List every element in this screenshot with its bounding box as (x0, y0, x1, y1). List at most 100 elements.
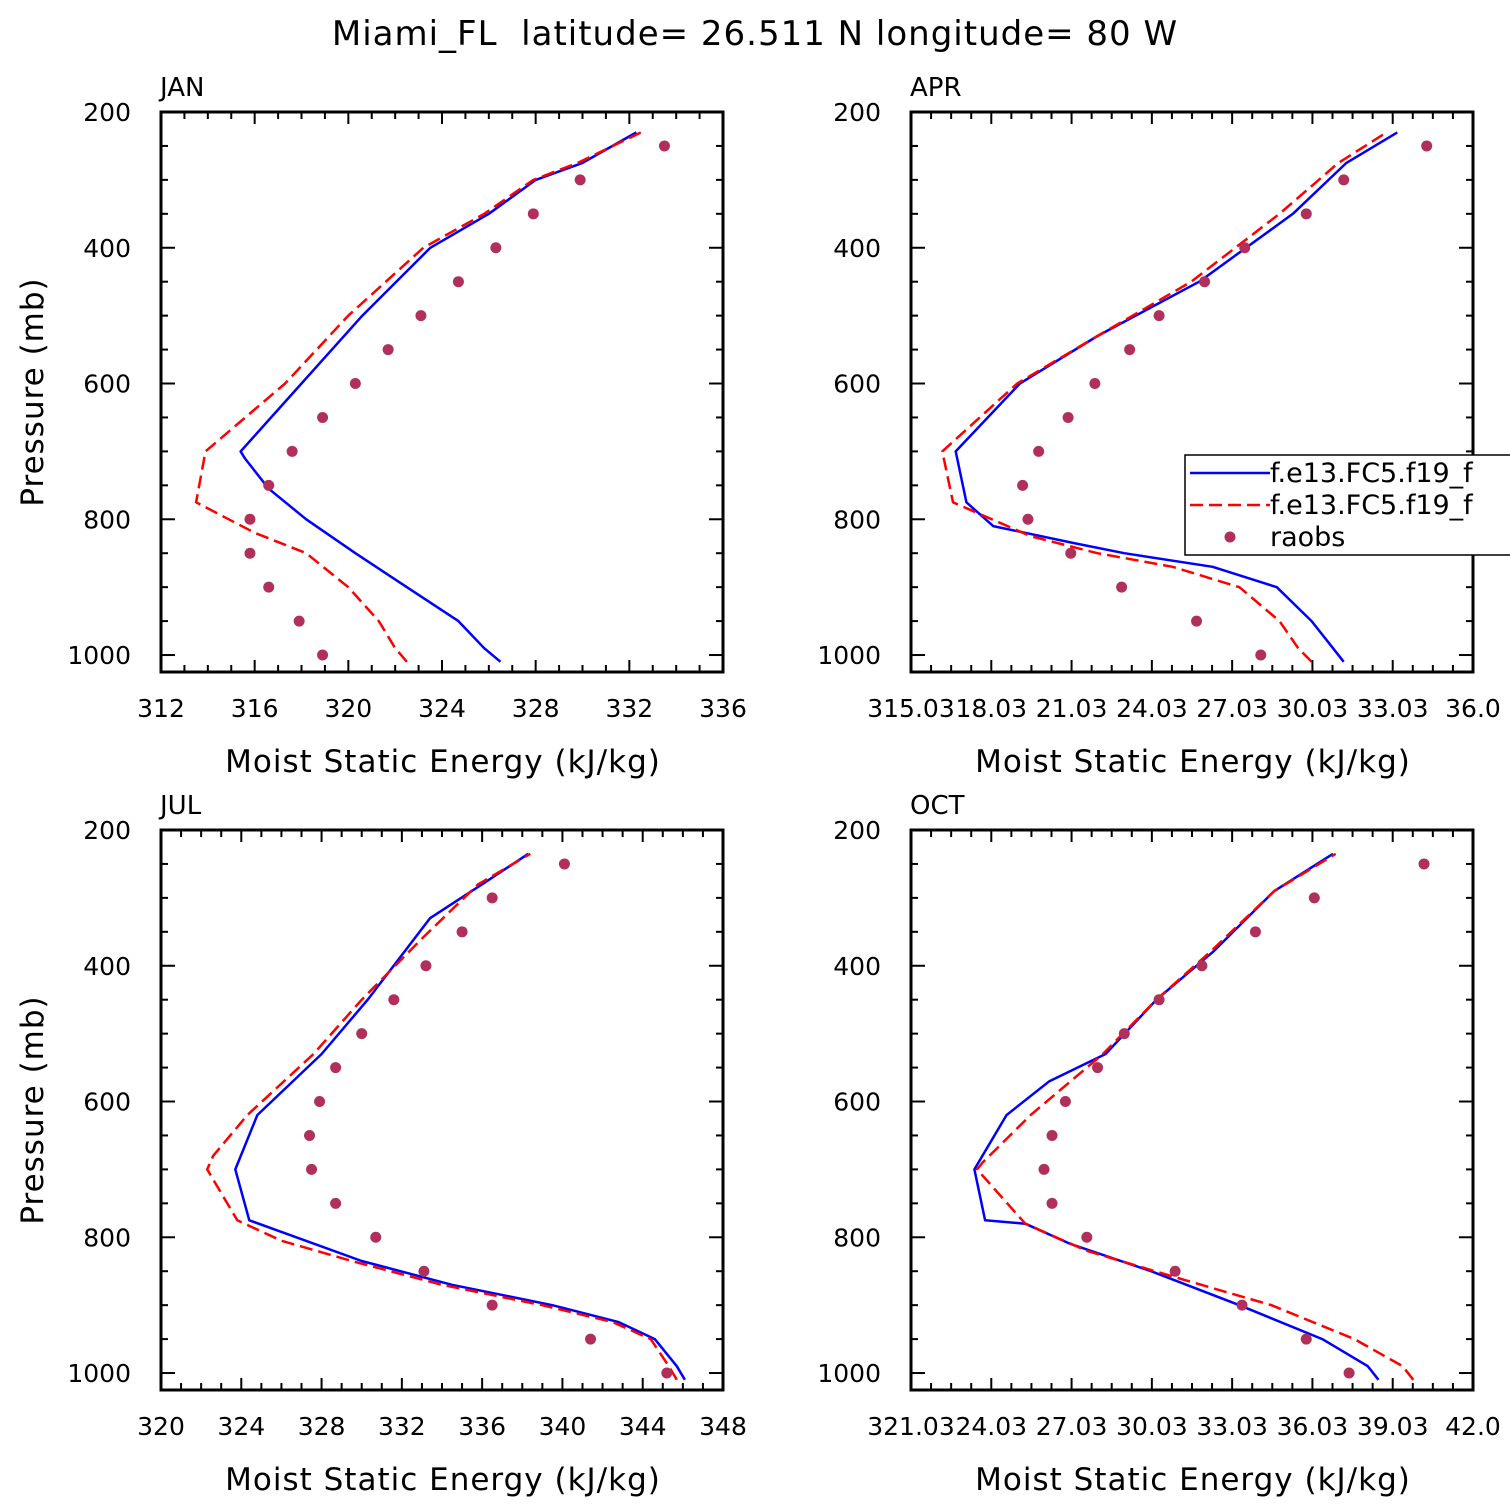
x-tick-label: 340 (539, 1412, 587, 1441)
raobs-point (1308, 892, 1320, 904)
raobs-point (1199, 276, 1211, 288)
raobs-point (1191, 615, 1203, 627)
raobs-point (658, 140, 670, 152)
y-tick-label: 200 (83, 98, 131, 127)
x-tick-label: 36.03 (1277, 1412, 1349, 1441)
x-tick-label: 24.03 (1116, 694, 1188, 723)
raobs-point (1017, 479, 1029, 491)
raobs-point (1255, 649, 1267, 661)
raobs-point (490, 242, 502, 254)
x-tick-label: 328 (298, 1412, 346, 1441)
x-tick-label: 324 (217, 1412, 265, 1441)
raobs-point (1081, 1231, 1093, 1243)
raobs-point (304, 1129, 316, 1141)
x-tick-label: 328 (512, 694, 560, 723)
raobs-point (330, 1062, 342, 1074)
x-tick-label: 33.03 (1357, 694, 1429, 723)
raobs-point (1065, 547, 1077, 559)
series-line-dashed (975, 852, 1415, 1381)
raobs-point (263, 581, 275, 593)
raobs-point (263, 479, 275, 491)
raobs-point (1124, 344, 1136, 356)
raobs-point (1046, 1197, 1058, 1209)
x-tick-label: 315.03 (867, 694, 954, 723)
raobs-point (244, 513, 256, 525)
raobs-point (486, 1299, 498, 1311)
y-tick-label: 1000 (67, 641, 131, 670)
series-line-dashed (941, 131, 1388, 663)
series-line-solid (234, 852, 686, 1381)
raobs-point (382, 344, 394, 356)
x-tick-label: 33.03 (1196, 1412, 1268, 1441)
raobs-point (1421, 140, 1433, 152)
raobs-point (452, 276, 464, 288)
x-tick-label: 320 (137, 1412, 185, 1441)
x-tick-label: 336 (458, 1412, 506, 1441)
raobs-point (293, 615, 305, 627)
y-tick-label: 800 (833, 1223, 881, 1252)
y-tick-label: 1000 (817, 641, 881, 670)
y-tick-label: 600 (83, 370, 131, 399)
x-tick-label: 36.0 (1445, 694, 1501, 723)
legend-entry-label: raobs (1270, 522, 1345, 553)
raobs-point (1343, 1367, 1355, 1379)
x-axis-label: Moist Static Energy (kJ/kg) (225, 1462, 661, 1498)
x-tick-label: 30.03 (1277, 694, 1349, 723)
raobs-point (1092, 1062, 1104, 1074)
y-tick-label: 200 (83, 816, 131, 845)
x-tick-label: 324 (418, 694, 466, 723)
raobs-point (317, 649, 329, 661)
raobs-point (286, 445, 298, 457)
x-tick-label: 30.03 (1116, 1412, 1188, 1441)
raobs-point (1059, 1096, 1071, 1108)
series-line-solid (239, 131, 638, 663)
series-line-dashed (194, 131, 642, 663)
x-tick-label: 312 (137, 694, 185, 723)
raobs-point (420, 960, 432, 972)
raobs-point (527, 208, 539, 220)
raobs-point (1196, 960, 1208, 972)
raobs-point (1153, 994, 1165, 1006)
series-line-solid (973, 852, 1380, 1381)
y-tick-label: 1000 (817, 1359, 881, 1388)
y-tick-label: 600 (833, 370, 881, 399)
raobs-point (314, 1096, 326, 1108)
x-tick-label: 27.03 (1036, 1412, 1108, 1441)
raobs-point (1153, 310, 1165, 322)
x-tick-label: 42.0 (1445, 1412, 1501, 1441)
y-tick-label: 600 (833, 1088, 881, 1117)
y-tick-label: 800 (83, 1223, 131, 1252)
raobs-point (1022, 513, 1034, 525)
y-tick-label: 400 (83, 952, 131, 981)
y-tick-label: 600 (83, 1088, 131, 1117)
y-axis-label: Pressure (mb) (15, 277, 51, 506)
raobs-point (330, 1197, 342, 1209)
raobs-point (388, 994, 400, 1006)
legend-entry-label: f.e13.FC5.f19_f (1270, 490, 1474, 521)
x-tick-label: 332 (605, 694, 653, 723)
raobs-point (1038, 1163, 1050, 1175)
x-tick-label: 336 (699, 694, 747, 723)
panel-title: JUL (158, 791, 202, 821)
x-tick-label: 321.03 (867, 1412, 954, 1441)
raobs-point (415, 310, 427, 322)
raobs-point (1300, 1333, 1312, 1345)
x-tick-label: 27.03 (1196, 694, 1268, 723)
panel-title: JAN (158, 73, 204, 103)
series-line-dashed (205, 852, 678, 1381)
x-tick-label: 18.03 (955, 694, 1027, 723)
panel-jan: JAN 312 316 320 324 328 332 336 200 400 600 800 1000… (15, 73, 747, 780)
x-tick-label: 24.03 (955, 1412, 1027, 1441)
y-tick-label: 200 (833, 98, 881, 127)
panel-apr: APR 315.03 18.03 21.03 24.03 27.03 30.03 33.03 3… (817, 73, 1500, 780)
x-axis-label: Moist Static Energy (kJ/kg) (225, 744, 661, 780)
raobs-point (1239, 242, 1251, 254)
x-tick-label: 332 (378, 1412, 426, 1441)
raobs-point (1089, 378, 1101, 390)
y-tick-label: 400 (833, 952, 881, 981)
y-tick-label: 800 (83, 505, 131, 534)
x-tick-label: 348 (699, 1412, 747, 1441)
y-tick-label: 200 (833, 816, 881, 845)
raobs-point (317, 411, 329, 423)
